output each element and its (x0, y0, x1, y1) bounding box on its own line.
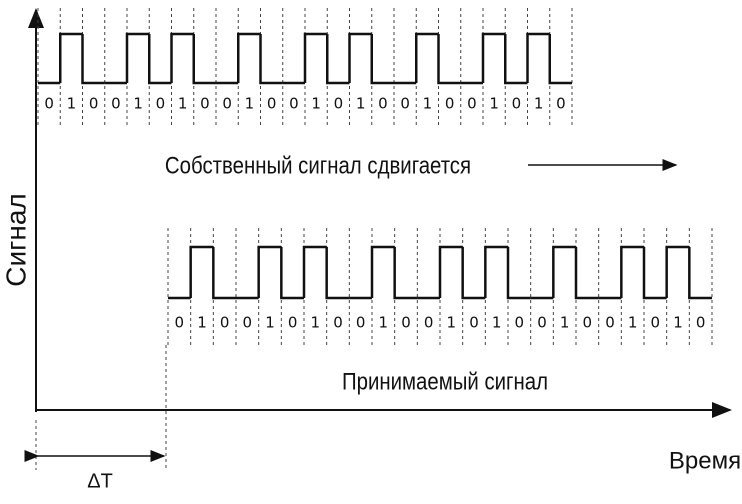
waveform-bit (415, 32, 439, 83)
waveform-bit (461, 247, 486, 300)
waveform-bit (548, 34, 572, 85)
waveform-bit (620, 245, 644, 298)
bit-label: 0 (651, 314, 661, 332)
bit-label: 0 (356, 314, 366, 332)
waveform-bit (326, 34, 350, 85)
waveform-bit (302, 245, 327, 298)
bit-label: 0 (222, 95, 232, 113)
waveform-bit (212, 247, 236, 300)
bit-label: 1 (67, 95, 77, 113)
waveform-bit (665, 245, 690, 298)
bit-label: 1 (534, 95, 544, 113)
bit-label: 1 (379, 314, 389, 332)
bit-label: 1 (356, 95, 366, 113)
waveform-bit (438, 245, 463, 298)
bit-label: 0 (556, 95, 566, 113)
bit-label: 0 (200, 95, 210, 113)
bit-label: 0 (512, 95, 522, 113)
waveform-bit (484, 245, 508, 298)
x-axis-label: Время (669, 447, 741, 474)
bit-label: 0 (605, 314, 615, 332)
waveform-bit (552, 245, 576, 298)
waveform-bit (192, 34, 216, 85)
waveform-bit (437, 34, 461, 85)
signals: 0 1 0 0 1 0 1 0 0 1 0 0 1 0 1 0 0 1 0 0 1 0 1 00 1 0 0 1 0 1 0 0 1 0 0 1 0 1 0… (37, 8, 713, 345)
bit-label: 0 (696, 314, 706, 332)
waveform-bit (481, 32, 506, 83)
bit-label: 0 (44, 95, 54, 113)
bit-label: 0 (156, 95, 166, 113)
bit-label: 0 (220, 314, 230, 332)
bit-label: 1 (447, 314, 457, 332)
waveform-bit (148, 34, 172, 85)
bit-label: 0 (583, 314, 593, 332)
delay-label: ΔT (87, 470, 113, 492)
waveform-bit (348, 32, 372, 83)
waveform-bit (125, 32, 150, 83)
bit-label: 0 (111, 95, 121, 113)
bit-label: 1 (245, 95, 255, 113)
bit-label: 0 (469, 314, 479, 332)
own-caption: Собственный сигнал сдвигается (165, 152, 471, 179)
bit-label: 1 (492, 314, 502, 332)
waveform-bit (526, 32, 550, 83)
waveform-bit (189, 245, 214, 298)
waveform-bit (370, 34, 394, 85)
waveform-bit (504, 34, 528, 85)
waveform-bit (81, 34, 105, 85)
waveform-bit (259, 34, 283, 85)
bit-label: 0 (515, 314, 525, 332)
bit-label: 0 (89, 95, 99, 113)
bit-label: 1 (311, 95, 321, 113)
bit-label: 0 (288, 314, 298, 332)
bit-label: 1 (178, 95, 188, 113)
bit-label: 0 (378, 95, 388, 113)
waveform-bit (280, 247, 304, 300)
waveform-bit (393, 247, 418, 300)
bit-label: 0 (401, 314, 411, 332)
bit-label: 0 (289, 95, 299, 113)
bit-label: 0 (445, 95, 455, 113)
bit-label: 1 (197, 314, 207, 332)
bit-label: 0 (333, 314, 343, 332)
bit-label: 0 (400, 95, 410, 113)
waveform-bit (506, 247, 531, 300)
waveform-bit (257, 245, 282, 298)
waveform-bit (303, 32, 328, 83)
bit-label: 0 (424, 314, 434, 332)
bit-label: 1 (423, 95, 433, 113)
bit-label: 1 (673, 314, 683, 332)
waveform-bit (170, 32, 194, 83)
bit-label: 0 (537, 314, 547, 332)
bit-label: 1 (265, 314, 275, 332)
waveform-bit (574, 247, 599, 300)
waveform-bit (370, 245, 395, 298)
bit-label: 0 (334, 95, 344, 113)
bit-label: 1 (133, 95, 143, 113)
bit-label: 1 (311, 314, 321, 332)
bit-label: 1 (628, 314, 638, 332)
waveform-bit (59, 32, 83, 83)
y-axis-label: Сигнал (0, 193, 31, 286)
bit-label: 1 (560, 314, 570, 332)
received-caption: Принимаемый сигнал (342, 368, 548, 395)
bit-label: 1 (489, 95, 499, 113)
waveform-bit (237, 32, 261, 83)
bit-label: 0 (175, 314, 185, 332)
waveform-bit (688, 247, 712, 300)
waveform-bit (325, 247, 350, 300)
waveform-bit (642, 247, 667, 300)
bit-label: 0 (243, 314, 253, 332)
bit-label: 0 (267, 95, 277, 113)
bit-label: 0 (467, 95, 477, 113)
